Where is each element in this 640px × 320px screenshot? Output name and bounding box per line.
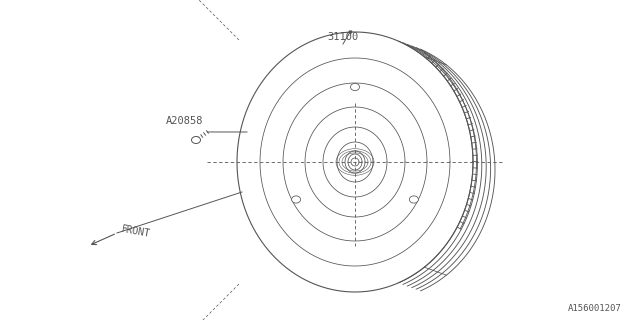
Text: A20858: A20858 (166, 116, 204, 126)
Ellipse shape (410, 196, 419, 203)
Ellipse shape (191, 137, 200, 143)
Text: A156001207: A156001207 (568, 304, 622, 313)
Ellipse shape (351, 84, 360, 91)
Ellipse shape (292, 196, 301, 203)
Text: 31100: 31100 (328, 32, 358, 42)
Text: FRONT: FRONT (121, 225, 152, 239)
